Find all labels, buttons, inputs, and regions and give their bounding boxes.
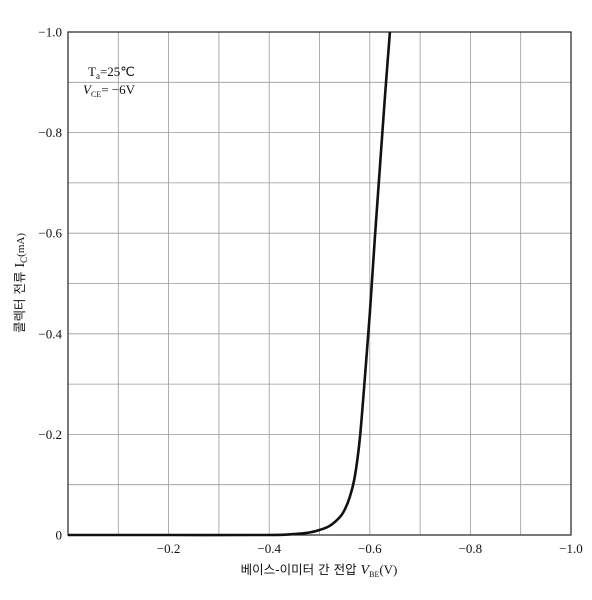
y-axis-label-unit: (mA) [15,233,27,257]
x-axis-label-sub: BE [369,570,379,579]
vce-annotation: VCE= −6V [83,82,136,99]
grid [68,32,571,535]
ta-sub: a [96,71,100,81]
x-axis-label-unit: (V) [379,562,397,577]
tick-labels: −0.2 −0.4 −0.6 −0.8 −1.0 0 −0.2 −0.4 −0.6 −0.8 −1.… [38,25,582,557]
x-axis-label-text: 베이스-이미터 간 전압 [241,562,361,577]
y-tick-label: −1.0 [38,25,62,40]
vce-rest: = −6V [101,82,135,97]
x-tick-label: −0.4 [257,541,281,556]
x-axis-label-var: V [361,563,371,578]
vce-sub: CE [91,90,101,99]
y-axis-label-text: 콜렉터 전류 [12,268,27,333]
y-tick-label: 0 [56,528,63,543]
temperature-annotation: Ta=25℃ [88,64,135,81]
data-series-line [68,31,392,537]
y-tick-label: −0.8 [38,125,62,140]
x-tick-label: −0.8 [459,541,483,556]
y-axis-label-var: I [13,263,28,268]
x-tick-label: −0.2 [157,541,181,556]
plot-frame [67,31,572,536]
y-axis-label: 콜렉터 전류 IC(mA) [12,233,29,333]
y-tick-label: −0.6 [38,226,62,241]
x-tick-label: −1.0 [559,541,583,556]
x-tick-label: −0.6 [358,541,382,556]
vce-var: V [83,82,93,97]
ta-rest: =25℃ [100,64,135,79]
x-axis-label: 베이스-이미터 간 전압 VBE(V) [241,562,398,579]
y-axis-label-sub: C [19,257,29,263]
y-tick-label: −0.4 [38,326,62,341]
y-tick-label: −0.2 [38,427,62,442]
ta-var: T [88,64,96,79]
